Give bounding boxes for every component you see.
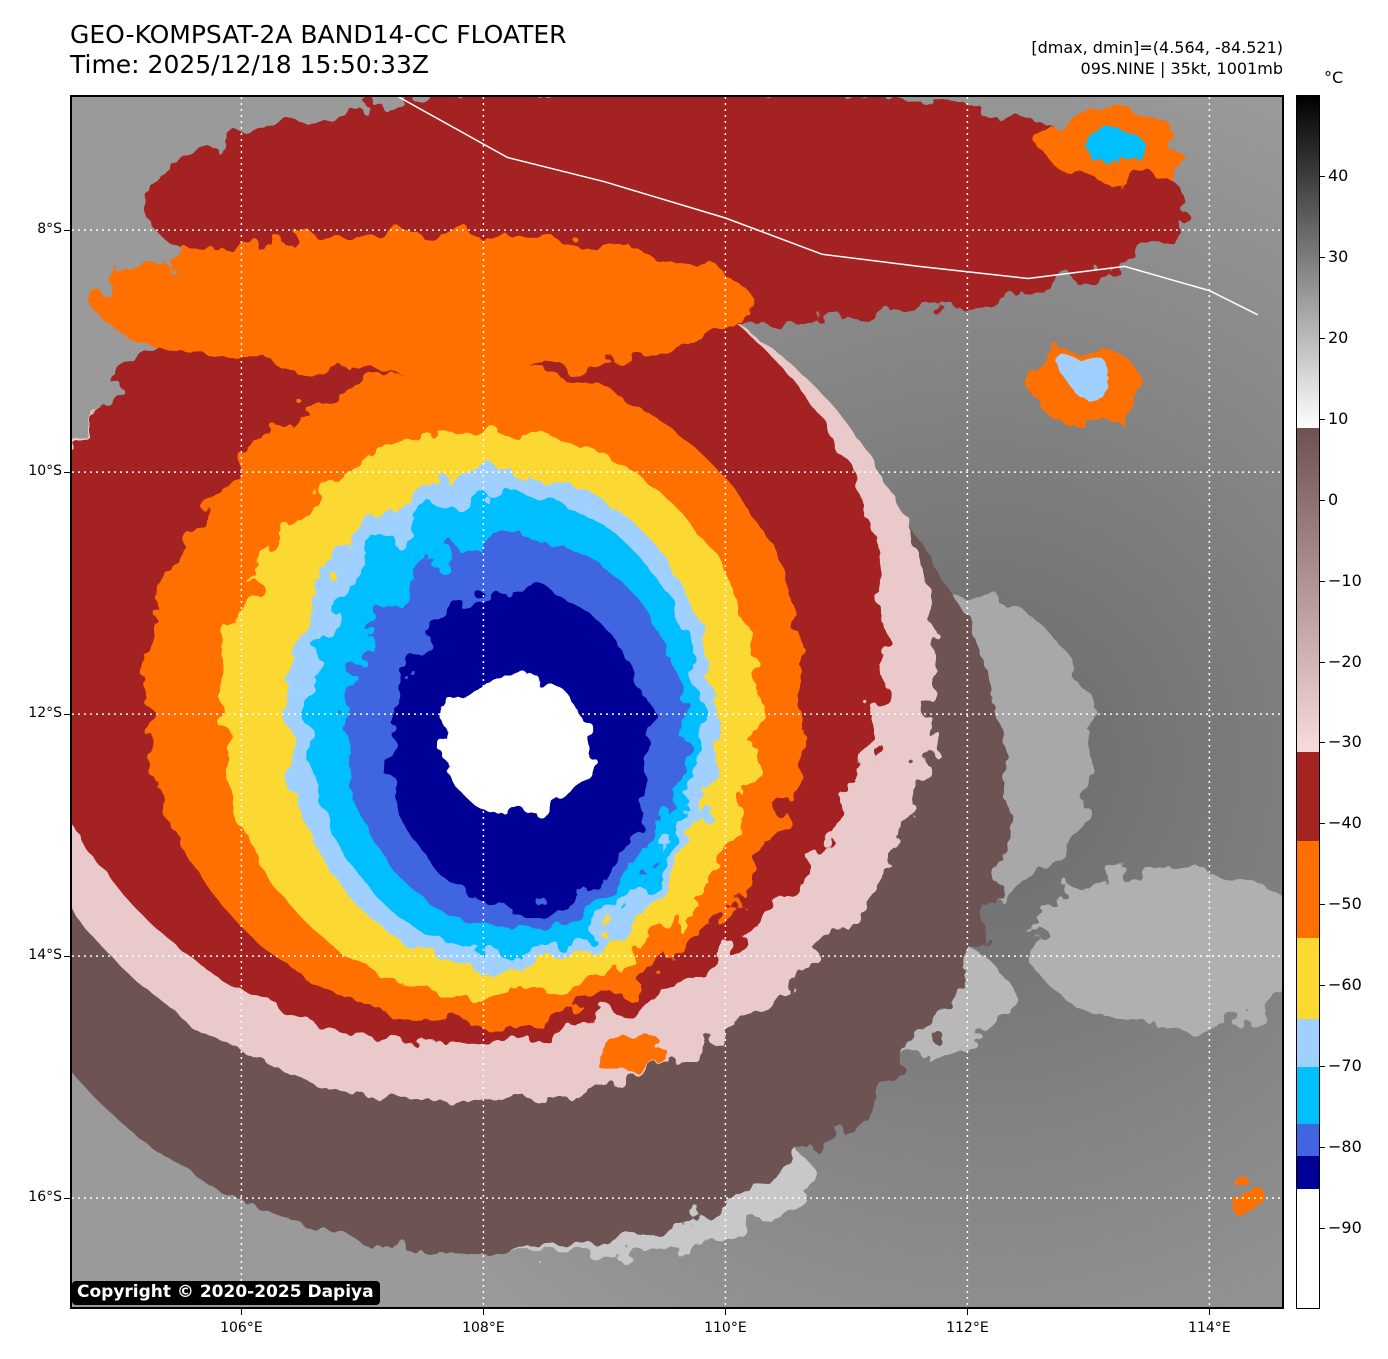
colorbar-segment (1297, 1156, 1319, 1189)
colorbar-segment (1297, 1123, 1319, 1157)
colorbar-tick-label: 0 (1328, 489, 1339, 509)
colorbar-tick-label: −10 (1328, 570, 1362, 590)
satellite-map[interactable] (70, 95, 1284, 1309)
colorbar-tick-mark (1320, 175, 1325, 177)
colorbar-tick-mark (1320, 1228, 1325, 1230)
lon-tick-label: 114°E (1188, 1320, 1231, 1336)
title-time: Time: 2025/12/18 15:50:33Z (70, 50, 429, 79)
lon-tick-label: 112°E (946, 1320, 989, 1336)
colorbar-tick-mark (1320, 1066, 1325, 1068)
lat-tick-label: 16°S (28, 1189, 62, 1206)
lat-tick-mark (64, 714, 70, 716)
colorbar-tick-mark (1320, 742, 1325, 744)
colorbar-tick-mark (1320, 418, 1325, 420)
colorbar-segment (1297, 751, 1319, 841)
lat-tick-label: 14°S (28, 947, 62, 964)
colorbar-segment (1297, 1188, 1319, 1308)
cell-southeast (1227, 1180, 1264, 1217)
figure-title: GEO-KOMPSAT-2A BAND14-CC FLOATER Time: 2… (70, 20, 567, 80)
colorbar-tick-mark (1320, 580, 1325, 582)
colorbar (1296, 95, 1320, 1309)
lon-tick-label: 110°E (704, 1320, 747, 1336)
colorbar-segment (1297, 937, 1319, 1019)
lat-tick-mark (64, 1198, 70, 1200)
north-orange-band (92, 232, 753, 373)
colorbar-tick-label: −20 (1328, 651, 1362, 671)
colorbar-tick-label: −40 (1328, 813, 1362, 833)
colorbar-tick-label: 10 (1328, 408, 1349, 428)
colorbar-segment (1297, 96, 1319, 428)
colorbar-tick-label: −70 (1328, 1056, 1362, 1076)
java-coastline (398, 97, 1259, 316)
lon-tick-label: 106°E (220, 1320, 263, 1336)
copyright-badge: Copyright © 2020-2025 Dapiya (72, 1281, 380, 1305)
dmax-dmin-label: [dmax, dmin]=(4.564, -84.521) (1031, 38, 1283, 57)
colorbar-tick-label: 40 (1328, 165, 1349, 185)
colorbar-segment (1297, 427, 1319, 752)
lon-tick-mark (967, 1309, 969, 1315)
colorbar-tick-mark (1320, 256, 1325, 258)
colorbar-tick-mark (1320, 985, 1325, 987)
colorbar-tick-mark (1320, 337, 1325, 339)
colorbar-unit: °C (1324, 68, 1344, 87)
lon-tick-mark (725, 1309, 727, 1315)
lat-tick-label: 12°S (28, 705, 62, 722)
lat-tick-label: 10°S (28, 463, 62, 480)
lat-tick-mark (64, 472, 70, 474)
colorbar-tick-mark (1320, 1147, 1325, 1149)
lon-tick-mark (483, 1309, 485, 1315)
colorbar-tick-label: 20 (1328, 327, 1349, 347)
cell-north-core (1082, 127, 1143, 164)
cold-core (440, 674, 591, 815)
lat-tick-mark (64, 230, 70, 232)
map-canvas (72, 97, 1282, 1307)
colorbar-segment (1297, 1018, 1319, 1068)
colorbar-tick-mark (1320, 499, 1325, 501)
colorbar-tick-label: −90 (1328, 1218, 1362, 1238)
colorbar-tick-label: −80 (1328, 1137, 1362, 1157)
cell-south (588, 1034, 669, 1071)
cell-east-java-core (1063, 357, 1114, 394)
storm-intensity-label: 09S.NINE | 35kt, 1001mb (1080, 59, 1283, 78)
colorbar-tick-label: −30 (1328, 732, 1362, 752)
colorbar-tick-mark (1320, 661, 1325, 663)
lon-tick-label: 108°E (462, 1320, 505, 1336)
colorbar-tick-label: 30 (1328, 246, 1349, 266)
lat-tick-label: 8°S (37, 221, 62, 238)
title-satellite: GEO-KOMPSAT-2A BAND14-CC FLOATER (70, 20, 567, 49)
lat-tick-mark (64, 956, 70, 958)
storm-info: [dmax, dmin]=(4.564, -84.521) 09S.NINE |… (1031, 37, 1283, 79)
colorbar-segment (1297, 840, 1319, 938)
lon-tick-mark (1209, 1309, 1211, 1315)
colorbar-tick-label: −60 (1328, 975, 1362, 995)
colorbar-tick-label: −50 (1328, 894, 1362, 914)
colorbar-tick-mark (1320, 904, 1325, 906)
lon-tick-mark (241, 1309, 243, 1315)
colorbar-tick-mark (1320, 823, 1325, 825)
colorbar-segment (1297, 1067, 1319, 1124)
